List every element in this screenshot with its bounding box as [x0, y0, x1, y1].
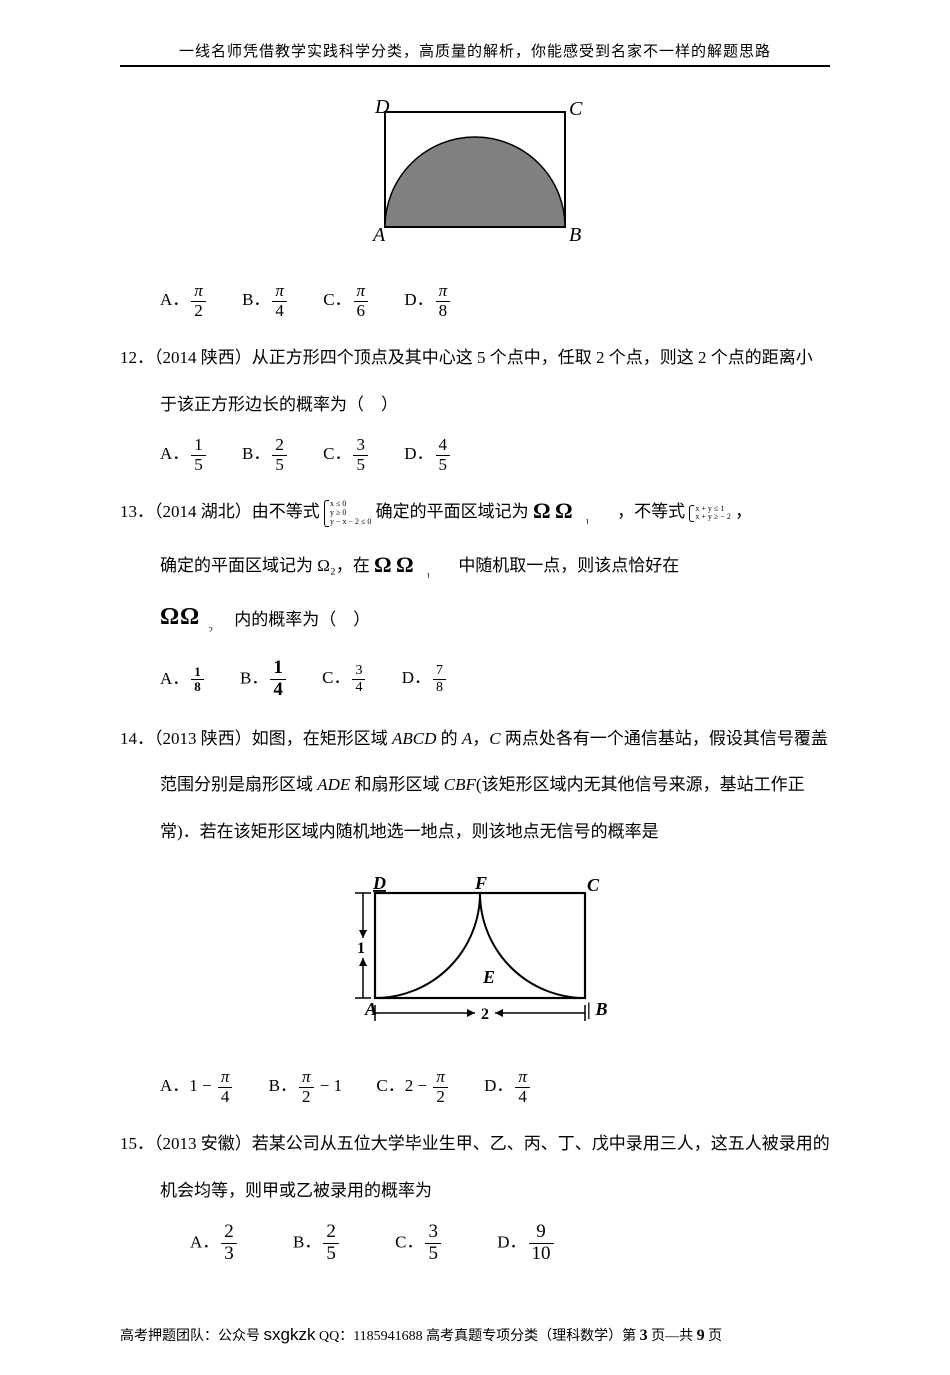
q15-choice-A: A．23	[190, 1222, 239, 1265]
svg-text:Ω: Ω	[160, 604, 179, 630]
label-A: A	[364, 999, 377, 1019]
q12-choice-C: C．35	[323, 436, 370, 474]
label-D: D	[372, 873, 386, 893]
q12-choice-B: B．25	[242, 436, 289, 474]
q14-line2: 范围分别是扇形区域 ADE 和扇形区域 CBF(该矩形区域内无其他信号来源，基站…	[120, 765, 830, 806]
q13-choices: A．18 B．14 C．34 D．78	[160, 658, 830, 701]
q14-line1: 14．（2013 陕西）如图，在矩形区域 ABCD 的 A，C 两点处各有一个通…	[120, 719, 830, 760]
semicircle-in-square-figure: D C A B	[355, 97, 595, 247]
svg-text:Ω: Ω	[180, 604, 199, 630]
label-C: C	[587, 875, 600, 895]
q13-line3: ΩΩ₂ 内的概率为（ ）	[120, 600, 830, 648]
q15-choice-D: D．910	[497, 1222, 555, 1265]
label-C: C	[569, 98, 583, 120]
label-F: F	[474, 873, 487, 893]
svg-text:Ω: Ω	[396, 554, 413, 577]
svg-text:Ω: Ω	[533, 500, 550, 523]
label-A: A	[371, 224, 386, 246]
q11-choice-D: D．π8	[404, 282, 452, 320]
q14-choices: A．1 − π4 B．π2 − 1 C．2 − π2 D．π4	[160, 1068, 830, 1106]
width-label: 2	[481, 1006, 489, 1023]
q15-choice-C: C．35	[395, 1222, 443, 1265]
page-header: 一线名师凭借教学实践科学分类，高质量的解析，你能感受到名家不一样的解题思路	[120, 40, 830, 67]
q13-choice-D: D．78	[402, 663, 448, 695]
q14-choice-B: B．π2 − 1	[269, 1068, 342, 1106]
label-E: E	[482, 967, 495, 987]
rectangle-sectors-figure: 2 1 D C A | B F E	[335, 873, 615, 1033]
q13-choice-B: B．14	[240, 658, 288, 701]
q12-choice-D: D．45	[404, 436, 452, 474]
q13-choice-C: C．34	[322, 663, 367, 695]
omega1b-icon: ΩΩ₁	[374, 553, 454, 594]
q14-figure: 2 1 D C A | B F E	[120, 873, 830, 1038]
q15-choice-B: B．25	[293, 1222, 341, 1265]
q15-line2: 机会均等，则甲或乙被录用的概率为	[120, 1171, 830, 1212]
page: 一线名师凭借教学实践科学分类，高质量的解析，你能感受到名家不一样的解题思路 D …	[0, 0, 950, 1375]
svg-text:₂: ₂	[208, 618, 213, 632]
label-B: B	[569, 224, 581, 246]
q14-line3: 常)．若在该矩形区域内随机地选一地点，则该地点无信号的概率是	[120, 812, 830, 853]
height-label: 1	[357, 940, 365, 957]
q12-choices: A．15 B．25 C．35 D．45	[160, 436, 830, 474]
svg-text:₁: ₁	[585, 511, 590, 524]
q13-end1: ，	[735, 502, 752, 521]
label-D: D	[374, 97, 390, 118]
q13-system2: x + y ≤ 1 x + y ≥ − 2	[689, 505, 730, 523]
q15-line1: 15．（2013 安徽）若某公司从五位大学毕业生甲、乙、丙、丁、戊中录用三人，这…	[120, 1124, 830, 1165]
q14-choice-D: D．π4	[484, 1068, 532, 1106]
q11-choice-A: A．π2	[160, 282, 208, 320]
q13-line2: 确定的平面区域记为 Ω₂，在 ΩΩ₁ 中随机取一点，则该点恰好在	[120, 546, 830, 594]
q13-mid2: ，不等式	[617, 502, 685, 521]
svg-text:₁: ₁	[426, 565, 431, 578]
q15-choices: A．23 B．25 C．35 D．910	[190, 1222, 830, 1265]
q14-choice-C: C．2 − π2	[376, 1068, 449, 1106]
q12-line1: 12．（2014 陕西）从正方形四个顶点及其中心这 5 个点中，任取 2 个点，…	[120, 338, 830, 379]
label-B: | B	[587, 999, 607, 1019]
omega1-icon: ΩΩ₁	[533, 499, 613, 540]
q11-choices: A．π2 B．π4 C．π6 D．π8	[160, 282, 830, 320]
omega2-icon: ΩΩ₂	[160, 604, 230, 648]
q13-system1: x ≤ 0 y ≥ 0 y − x − 2 ≤ 0	[324, 500, 371, 526]
q11-figure: D C A B	[120, 97, 830, 252]
svg-text:Ω: Ω	[374, 554, 391, 577]
q12-line2: 于该正方形边长的概率为（ ）	[120, 385, 830, 426]
q11-choice-C: C．π6	[323, 282, 370, 320]
q13-pre: 13．（2014 湖北）由不等式	[120, 502, 320, 521]
q13-mid1: 确定的平面区域记为	[376, 502, 529, 521]
q13-line1: 13．（2014 湖北）由不等式 x ≤ 0 y ≥ 0 y − x − 2 ≤…	[120, 492, 830, 540]
svg-text:Ω: Ω	[555, 500, 572, 523]
q12-choice-A: A．15	[160, 436, 208, 474]
page-footer: 高考押题团队：公众号 sxgkzk QQ：1185941688 高考真题专项分类…	[120, 1325, 830, 1345]
q14-choice-A: A．1 − π4	[160, 1068, 234, 1106]
q11-choice-B: B．π4	[242, 282, 289, 320]
q13-choice-A: A．18	[160, 664, 206, 695]
